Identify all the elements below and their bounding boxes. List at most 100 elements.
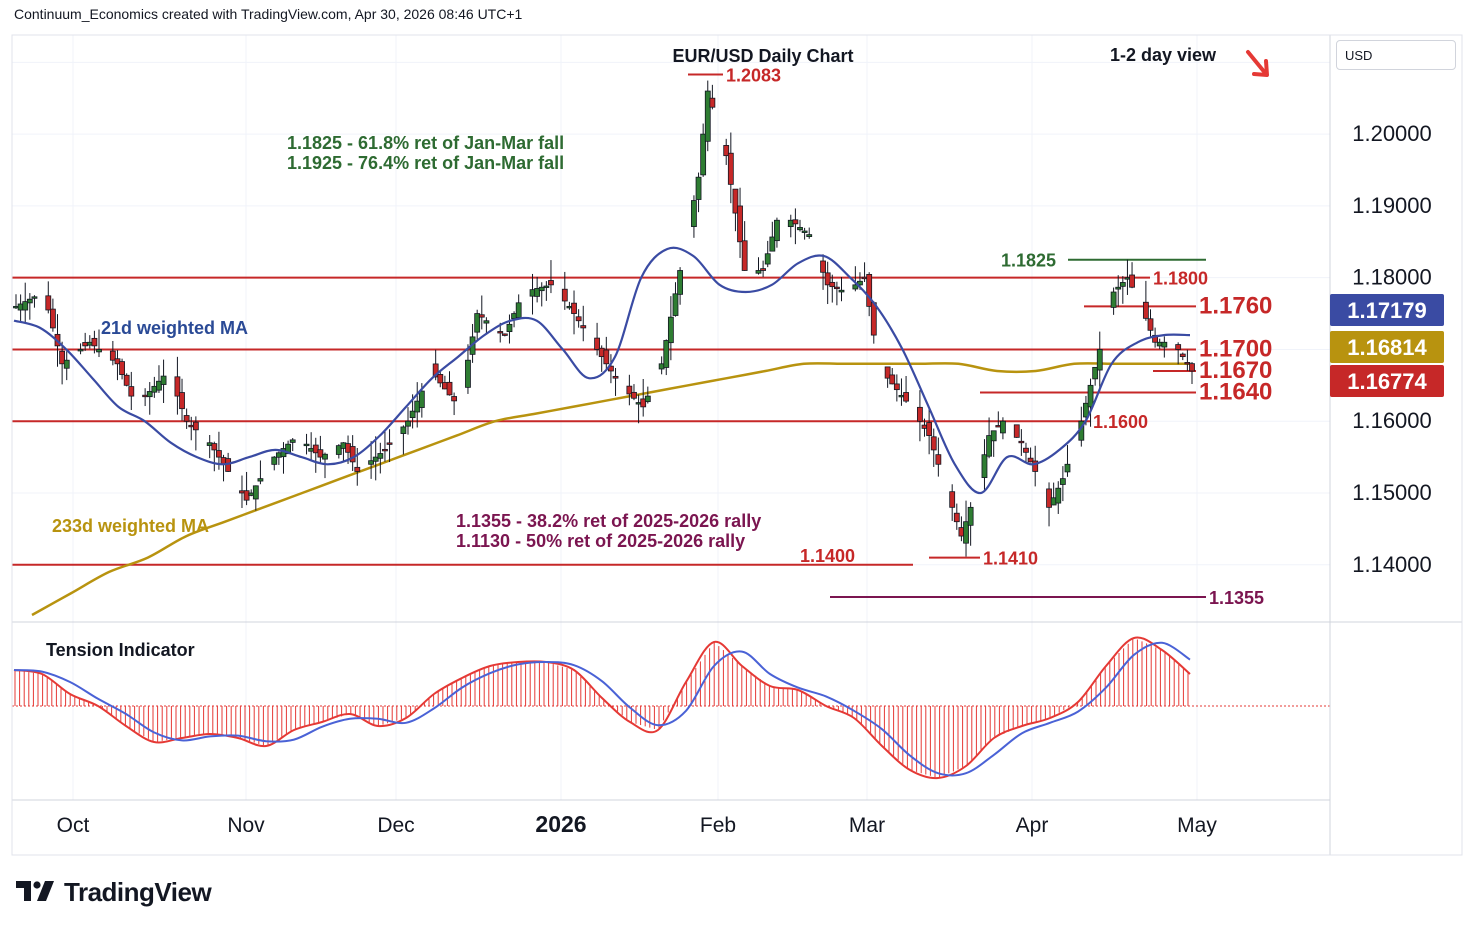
- price-tag: [1330, 331, 1444, 363]
- level-label: 1.1355: [1209, 588, 1264, 608]
- candle-body: [349, 446, 356, 463]
- candle-body: [183, 415, 190, 422]
- candle-body: [889, 374, 896, 385]
- candle-body: [31, 296, 38, 299]
- candle-body: [575, 316, 582, 322]
- candle-body: [483, 320, 490, 324]
- fib-purple-2: 1.1130 - 50% ret of 2025-2026 rally: [456, 531, 745, 551]
- candle-body: [737, 205, 743, 243]
- candle-body: [382, 448, 388, 452]
- candle-body: [792, 219, 799, 225]
- tension-average-line: [13, 641, 1191, 777]
- candle-body: [354, 466, 361, 472]
- candle-body: [704, 90, 711, 142]
- candle-body: [741, 240, 748, 271]
- candle-body: [160, 375, 167, 385]
- candle-body: [953, 512, 960, 523]
- y-tick-label: 1.20000: [1352, 121, 1432, 146]
- candle-body: [497, 331, 504, 334]
- candle-body: [1179, 353, 1186, 358]
- candle-body: [764, 253, 771, 265]
- candle-body: [755, 270, 762, 274]
- candle-body: [156, 380, 162, 391]
- candle-body: [538, 286, 545, 292]
- candle-body: [935, 454, 942, 465]
- candle-body: [612, 375, 619, 379]
- candle-body: [820, 260, 826, 273]
- candle-body: [211, 443, 218, 451]
- candle-body: [1083, 402, 1089, 418]
- annotations: EUR/USD Daily Chart 1-2 day view 1.1825 …: [46, 45, 1269, 660]
- candle-body: [866, 273, 873, 307]
- candle-body: [478, 314, 485, 318]
- candle-body: [372, 456, 379, 462]
- x-axis[interactable]: Oct Nov Dec 2026 Feb Mar Apr May: [57, 811, 1218, 837]
- candle-body: [774, 219, 780, 242]
- candle-body: [1055, 487, 1062, 504]
- level-label: 1.1760: [1199, 292, 1272, 319]
- candle-body: [446, 381, 453, 396]
- y-tick-label: 1.18000: [1352, 265, 1432, 290]
- y-tick-label: 1.14000: [1352, 552, 1432, 577]
- candle-body: [732, 188, 739, 214]
- candle-body: [548, 280, 554, 286]
- candle-body: [838, 289, 845, 293]
- candle-body: [77, 349, 84, 352]
- candle-body: [644, 395, 651, 403]
- candle-body: [465, 359, 471, 388]
- candle-body: [49, 308, 56, 329]
- candle-body: [257, 478, 264, 482]
- candle-body: [335, 445, 342, 455]
- candle-body: [146, 391, 153, 398]
- candle-body: [1115, 286, 1122, 290]
- candle-body: [128, 386, 135, 397]
- candle-body: [1110, 291, 1117, 308]
- candle-body: [1013, 424, 1020, 438]
- candle-body: [1059, 478, 1066, 485]
- level-lines: 1.20831.18251.18001.17601.17001.16701.16…: [12, 66, 1272, 608]
- ma21-line: [13, 246, 1191, 495]
- x-tick-label: May: [1177, 814, 1217, 837]
- ma233-label: 233d weighted MA: [52, 516, 209, 536]
- candle-body: [515, 302, 522, 318]
- level-label: 1.1670: [1199, 357, 1272, 384]
- candle-body: [769, 236, 776, 252]
- candle-body: [1027, 457, 1034, 463]
- candle-body: [801, 230, 808, 233]
- candle-body: [1184, 362, 1191, 365]
- candle-body: [677, 270, 683, 295]
- currency-button[interactable]: USD: [1336, 40, 1456, 70]
- ma233-line: [31, 362, 1190, 617]
- price-tag-label: 1.17179: [1347, 298, 1427, 323]
- candle-body: [926, 422, 933, 436]
- candle-body: [322, 453, 328, 460]
- candle-body: [580, 325, 587, 329]
- price-tag: [1330, 294, 1444, 326]
- candle-body: [1000, 420, 1006, 434]
- tradingview-logo[interactable]: TradingView: [16, 876, 212, 908]
- tension-indicator-label: Tension Indicator: [46, 640, 195, 660]
- candle-body: [501, 333, 508, 336]
- candle-body: [1189, 363, 1195, 372]
- candle-body: [96, 349, 102, 353]
- x-tick-label: Mar: [849, 814, 885, 837]
- candle-body: [1087, 384, 1094, 408]
- candle-body: [174, 376, 181, 397]
- price-tag-label: 1.16814: [1347, 335, 1427, 360]
- level-label: 1.2083: [726, 66, 781, 86]
- candle-body: [216, 450, 222, 458]
- candle-body: [1161, 341, 1168, 348]
- candle-body: [303, 443, 310, 447]
- candle-body: [437, 374, 444, 384]
- candle-body: [45, 295, 52, 311]
- candle-body: [723, 145, 730, 157]
- candle-body: [852, 284, 859, 290]
- candle-body: [667, 316, 674, 344]
- x-tick-label: Feb: [700, 814, 736, 837]
- level-label: 1.1400: [800, 546, 855, 566]
- candle-body: [400, 426, 407, 434]
- candle-body: [1023, 447, 1029, 453]
- candle-body: [663, 340, 670, 368]
- view-label: 1-2 day view: [1110, 45, 1217, 65]
